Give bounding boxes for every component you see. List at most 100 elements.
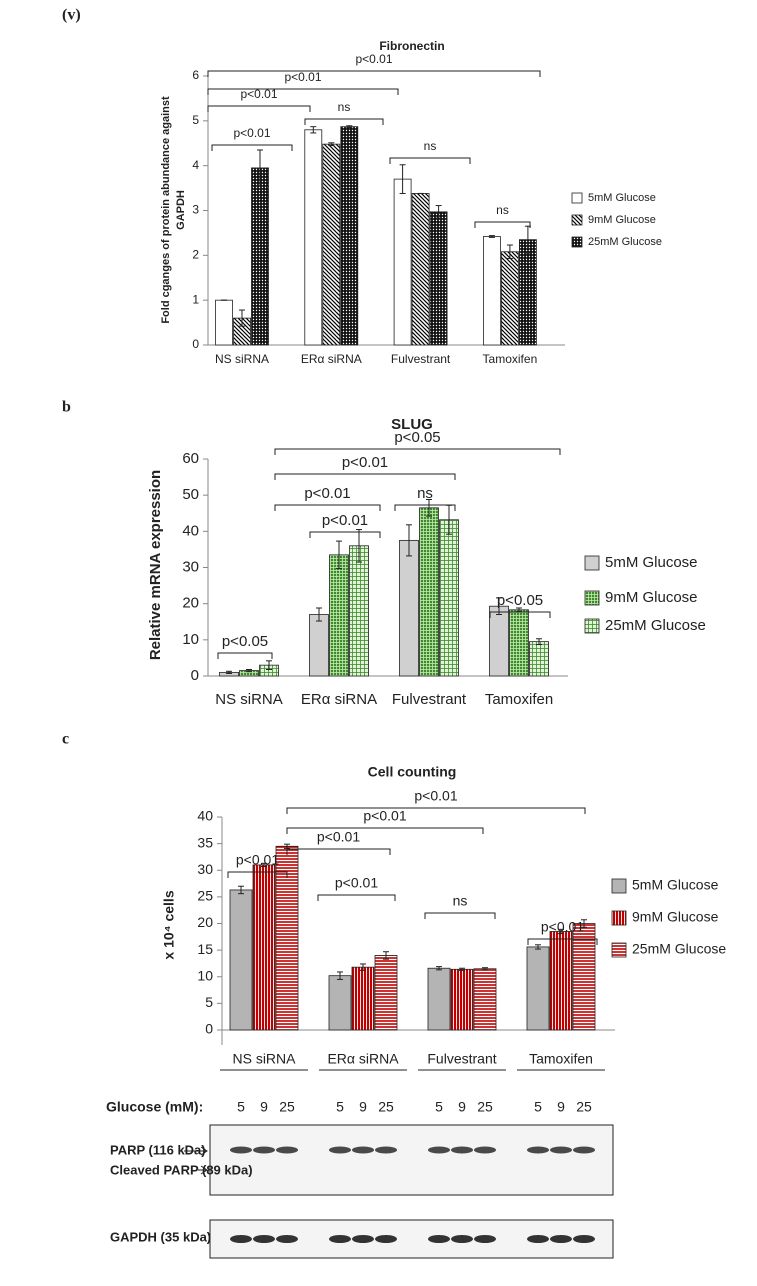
blot-band: [253, 1146, 275, 1154]
error-bar: [246, 668, 252, 673]
significance-bracket: [527, 938, 598, 945]
bar: [429, 211, 448, 346]
annotation: ns: [453, 893, 468, 909]
annotation: p<0.01: [284, 70, 321, 84]
error-bar: [406, 524, 412, 557]
bar: [419, 507, 439, 677]
bar: [411, 193, 430, 346]
blot-band: [573, 1235, 595, 1243]
blot-band: [352, 1146, 374, 1154]
bar: [309, 614, 329, 677]
legend-label: 25mM Glucose: [605, 617, 706, 634]
x-tick-label: Fulvestrant: [392, 691, 467, 708]
arrow: [184, 1146, 208, 1156]
error-bar: [337, 971, 343, 980]
bar: [252, 864, 276, 1031]
legend-label: 9mM Glucose: [605, 589, 698, 606]
annotation: p<0.01: [304, 485, 350, 502]
annotation: p<0.01: [335, 875, 378, 891]
y-tick-label: 10: [197, 967, 213, 983]
bar: [526, 946, 550, 1031]
y-tick-label: 20: [197, 914, 213, 930]
blot-band: [573, 1146, 595, 1154]
bar: [500, 251, 519, 346]
arrow: [198, 1165, 208, 1175]
bar: [519, 239, 537, 346]
y-tick-label: 40: [197, 808, 213, 824]
legend-swatch: [571, 214, 583, 226]
lane-label: 9: [260, 1099, 268, 1115]
lane-label: 25: [576, 1099, 592, 1115]
bar: [393, 178, 412, 346]
significance-bracket: [286, 807, 586, 814]
significance-bracket: [274, 504, 381, 511]
lane-label: 25: [378, 1099, 394, 1115]
annotation: p<0.01: [355, 52, 392, 66]
annotation: p<0.01: [322, 512, 368, 529]
lane-label: 5: [534, 1099, 542, 1115]
annotation: p<0.01: [236, 852, 279, 868]
blot-band: [474, 1235, 496, 1243]
x-tick-label: Tamoxifen: [529, 1051, 593, 1067]
error-bar: [356, 529, 362, 563]
x-tick-label: Tamoxifen: [485, 691, 553, 708]
lane-label: 5: [435, 1099, 443, 1115]
panel-label: b: [62, 399, 71, 416]
bar: [349, 545, 369, 677]
legend-swatch: [584, 618, 600, 634]
annotation: p<0.05: [222, 633, 268, 650]
bar: [473, 968, 497, 1031]
annotation: p<0.05: [394, 429, 440, 446]
legend-swatch: [584, 590, 600, 606]
y-tick-label: 35: [197, 834, 213, 850]
bar: [351, 966, 375, 1031]
significance-bracket: [304, 118, 384, 125]
legend-label: 9mM Glucose: [632, 909, 719, 925]
error-bar: [226, 670, 232, 674]
error-bar: [488, 235, 495, 238]
annotation: ns: [424, 139, 437, 153]
significance-bracket: [286, 848, 391, 855]
band-label: PARP (116 kDa): [110, 1142, 206, 1157]
error-bar: [239, 309, 245, 327]
significance-bracket: [211, 144, 293, 151]
y-tick-label: 15: [197, 941, 213, 957]
blot-band: [527, 1146, 549, 1154]
panel-label: c: [62, 731, 69, 748]
significance-bracket: [207, 70, 541, 77]
blot-band: [276, 1146, 298, 1154]
blot-band: [375, 1146, 397, 1154]
error-bar: [482, 967, 488, 971]
annotation: p<0.01: [240, 87, 277, 101]
bar: [399, 539, 419, 677]
legend-swatch: [571, 192, 583, 204]
y-axis-label: x 10⁴ cells: [161, 890, 177, 959]
bar: [340, 126, 359, 346]
y-axis-label: Relative mRNA expression: [147, 470, 164, 660]
error-bar: [261, 862, 267, 868]
bar: [229, 889, 253, 1031]
significance-bracket: [207, 88, 399, 95]
legend-swatch: [611, 910, 627, 926]
error-bar: [360, 963, 366, 971]
significance-bracket: [424, 912, 496, 919]
significance-bracket: [317, 894, 396, 901]
significance-bracket: [309, 531, 381, 538]
error-bar: [310, 126, 317, 134]
lane-label: 9: [458, 1099, 466, 1115]
chart-title: SLUG: [391, 416, 433, 433]
x-tick-label: Fulvestrant: [391, 352, 451, 366]
x-tick-label: Tamoxifen: [483, 352, 538, 366]
lane-label: 9: [359, 1099, 367, 1115]
blot-band: [474, 1146, 496, 1154]
error-bar: [436, 966, 442, 971]
error-bar: [257, 149, 263, 187]
annotation: ns: [496, 203, 509, 217]
bar: [549, 931, 573, 1031]
legend-label: 25mM Glucose: [588, 236, 662, 248]
y-tick-label: 25: [197, 888, 213, 904]
legend-label: 5mM Glucose: [605, 554, 698, 571]
error-bar: [535, 944, 541, 950]
blot-band: [230, 1146, 252, 1154]
